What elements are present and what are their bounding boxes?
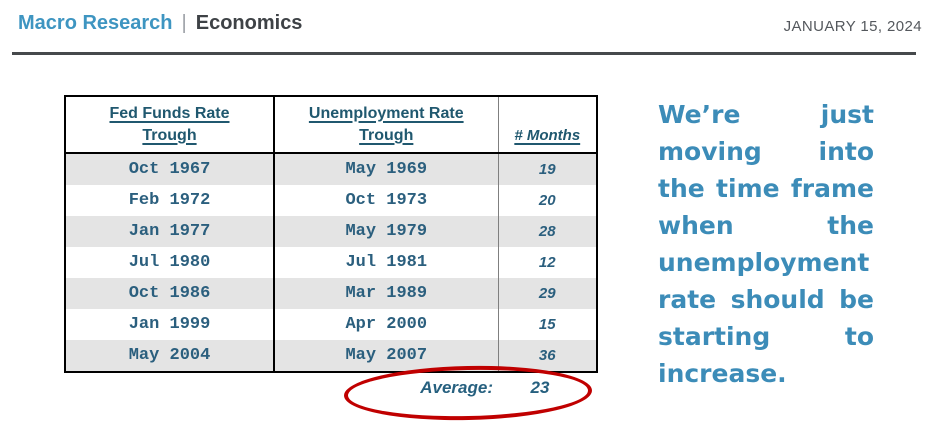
unemployment-trough-cell: May 1969 bbox=[274, 153, 499, 185]
table-row: Feb 1972 Oct 1973 20 bbox=[65, 185, 597, 216]
months-cell: 19 bbox=[538, 161, 556, 178]
unemployment-trough-cell: May 2007 bbox=[274, 340, 499, 372]
table-header-row: Fed Funds Rate Trough Unemployment Rate … bbox=[65, 96, 597, 154]
fed-funds-trough-cell: Oct 1986 bbox=[65, 278, 275, 309]
column-header-line: Unemployment Rate bbox=[308, 104, 464, 122]
table-row: May 2004 May 2007 36 bbox=[65, 340, 597, 372]
unemployment-trough-cell: Mar 1989 bbox=[274, 278, 499, 309]
masthead-rule bbox=[12, 52, 916, 55]
trough-table: Fed Funds Rate Trough Unemployment Rate … bbox=[64, 95, 598, 373]
table-row: Jul 1980 Jul 1981 12 bbox=[65, 247, 597, 278]
column-header-line: # Months bbox=[514, 127, 581, 144]
masthead-separator: | bbox=[181, 12, 187, 34]
commentary-line: when the bbox=[658, 211, 874, 240]
table-row: Oct 1986 Mar 1989 29 bbox=[65, 278, 597, 309]
commentary-line: moving into bbox=[658, 137, 874, 166]
commentary-line: unemployment bbox=[658, 248, 870, 277]
unemployment-trough-cell: Apr 2000 bbox=[274, 309, 499, 340]
months-cell: 29 bbox=[538, 285, 556, 302]
unemployment-trough-cell: Jul 1981 bbox=[274, 247, 499, 278]
table-row: Jan 1999 Apr 2000 15 bbox=[65, 309, 597, 340]
table-body: Oct 1967 May 1969 19 Feb 1972 Oct 1973 20 Jan … bbox=[65, 153, 597, 372]
unemployment-trough-cell: May 1979 bbox=[274, 216, 499, 247]
commentary-line: the time frame bbox=[658, 174, 874, 203]
fed-funds-trough-cell: Jan 1977 bbox=[65, 216, 275, 247]
fed-funds-trough-cell: Oct 1967 bbox=[65, 153, 275, 185]
column-header-line: Trough bbox=[142, 126, 197, 144]
issue-date: JANUARY 15, 2024 bbox=[783, 18, 922, 35]
months-cell: 20 bbox=[538, 192, 556, 209]
table-row: Jan 1977 May 1979 28 bbox=[65, 216, 597, 247]
months-cell: 15 bbox=[538, 316, 556, 333]
brand-title: Macro Research bbox=[18, 12, 173, 34]
commentary-text: We’re just moving into the time frame when … bbox=[658, 96, 874, 392]
fed-funds-trough-cell: Jan 1999 bbox=[65, 309, 275, 340]
unemployment-trough-cell: Oct 1973 bbox=[274, 185, 499, 216]
months-cell: 28 bbox=[538, 223, 556, 240]
fed-funds-trough-cell: Jul 1980 bbox=[65, 247, 275, 278]
fed-funds-trough-cell: Feb 1972 bbox=[65, 185, 275, 216]
commentary-line: rate should be bbox=[658, 285, 874, 314]
commentary-line: increase. bbox=[658, 359, 787, 388]
column-header-months: # Months bbox=[498, 96, 597, 154]
months-cell: 36 bbox=[538, 347, 556, 364]
column-header-line: Trough bbox=[359, 126, 414, 144]
average-label: Average: bbox=[420, 378, 493, 397]
column-header-unemployment-trough: Unemployment Rate Trough bbox=[274, 96, 499, 154]
masthead: Macro Research | Economics bbox=[18, 11, 302, 35]
average-value: 23 bbox=[530, 378, 550, 397]
table-row: Oct 1967 May 1969 19 bbox=[65, 153, 597, 185]
fed-funds-trough-cell: May 2004 bbox=[65, 340, 275, 372]
months-cell: 12 bbox=[538, 254, 556, 271]
column-header-line: Fed Funds Rate bbox=[109, 104, 230, 122]
commentary-line: starting to bbox=[658, 322, 874, 351]
commentary-line: We’re just bbox=[658, 100, 874, 129]
section-title: Economics bbox=[195, 12, 303, 34]
column-header-fed-funds-trough: Fed Funds Rate Trough bbox=[65, 96, 275, 154]
